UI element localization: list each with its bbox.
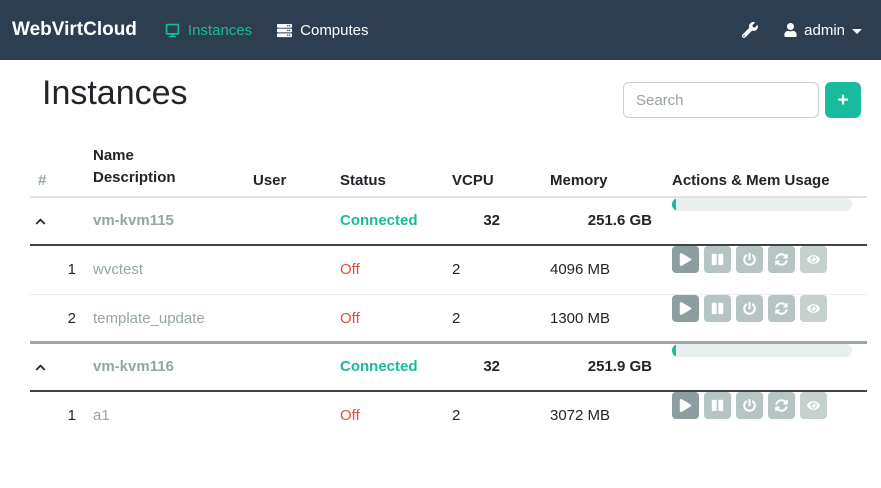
nav-item-label: Instances	[187, 21, 253, 39]
eye-button[interactable]	[800, 392, 827, 419]
refresh-button[interactable]	[768, 246, 795, 273]
instance-vcpu: 2	[452, 310, 461, 327]
wrench-icon[interactable]	[742, 22, 759, 38]
page-title: Instances	[42, 74, 188, 112]
header-status: Status	[340, 172, 386, 189]
instance-name[interactable]: wvctest	[93, 261, 144, 278]
host-name[interactable]: vm-kvm115	[93, 212, 174, 229]
refresh-icon	[775, 253, 788, 266]
instance-memory: 3072 MB	[550, 407, 611, 424]
play-button[interactable]	[672, 392, 699, 419]
pause-button[interactable]	[704, 392, 731, 419]
header-memory: Memory	[550, 172, 608, 189]
header-user: User	[253, 172, 287, 189]
add-instance-button[interactable]: +	[825, 82, 861, 118]
instance-status: Off	[340, 261, 360, 278]
app-brand[interactable]: WebVirtCloud	[12, 19, 137, 40]
play-button[interactable]	[672, 295, 699, 322]
eye-icon	[807, 399, 820, 412]
navbar: WebVirtCloud Instances Computes admin	[0, 0, 881, 60]
instance-name[interactable]: a1	[93, 407, 110, 424]
instance-status: Off	[340, 310, 360, 327]
eye-icon	[807, 253, 820, 266]
refresh-icon	[775, 399, 788, 412]
collapse-toggle chevron-up-icon[interactable]	[33, 344, 50, 390]
instance-row: 1 a1 Off 2 3072 MB	[30, 392, 867, 441]
pause-icon	[711, 253, 724, 266]
play-icon	[679, 302, 692, 315]
pause-button[interactable]	[704, 295, 731, 322]
eye-button[interactable]	[800, 246, 827, 273]
navbar-right: admin	[742, 22, 862, 39]
play-icon	[679, 253, 692, 266]
play-button[interactable]	[672, 246, 699, 273]
host-status: Connected	[340, 212, 418, 229]
power-icon	[743, 302, 756, 315]
instances-table: # Name Description User Status VCPU Memo…	[30, 140, 867, 441]
mem-usage-fill	[672, 344, 676, 357]
instance-vcpu: 2	[452, 407, 461, 424]
main-nav: Instances Computes	[164, 22, 369, 39]
instance-row: 2 template_update Off 2 1300 MB	[30, 295, 867, 344]
table-header-row: # Name Description User Status VCPU Memo…	[30, 140, 867, 198]
eye-icon	[807, 302, 820, 315]
instance-status: Off	[340, 407, 360, 424]
host-vcpu: 32	[483, 212, 500, 229]
header-vcpu: VCPU	[452, 172, 494, 189]
instance-number: 2	[67, 310, 76, 327]
refresh-button[interactable]	[768, 392, 795, 419]
mem-usage-bar	[672, 198, 852, 211]
pause-icon	[711, 399, 724, 412]
collapse-toggle chevron-up-icon[interactable]	[33, 198, 50, 244]
refresh-button[interactable]	[768, 295, 795, 322]
power-button[interactable]	[736, 295, 763, 322]
pause-button[interactable]	[704, 246, 731, 273]
refresh-icon	[775, 302, 788, 315]
desktop-icon	[164, 23, 181, 38]
user-menu[interactable]: admin	[784, 22, 862, 39]
power-icon	[743, 399, 756, 412]
header-actions-mem-usage: Actions & Mem Usage	[672, 172, 830, 189]
host-row: vm-kvm115 Connected 32 251.6 GB	[30, 198, 867, 246]
user-name: admin	[804, 21, 845, 39]
pause-icon	[711, 302, 724, 315]
instance-number: 1	[67, 407, 76, 424]
instance-memory: 1300 MB	[550, 310, 611, 327]
host-status: Connected	[340, 358, 418, 375]
host-row: vm-kvm116 Connected 32 251.9 GB	[30, 344, 867, 392]
user-icon	[784, 23, 797, 37]
power-button[interactable]	[736, 246, 763, 273]
instance-number: 1	[67, 261, 76, 278]
power-icon	[743, 253, 756, 266]
power-button[interactable]	[736, 392, 763, 419]
nav-item-computes[interactable]: Computes	[276, 21, 369, 39]
eye-button[interactable]	[800, 295, 827, 322]
instance-row: 1 wvctest Off 2 4096 MB	[30, 246, 867, 295]
instance-actions	[672, 295, 827, 322]
server-icon	[276, 23, 293, 38]
play-icon	[679, 399, 692, 412]
nav-item-label: Computes	[300, 21, 369, 39]
host-memory: 251.6 GB	[587, 212, 652, 229]
instance-vcpu: 2	[452, 261, 461, 278]
instance-memory: 4096 MB	[550, 261, 611, 278]
mem-usage-bar	[672, 344, 852, 357]
caret-down-icon	[852, 28, 862, 34]
search-input[interactable]	[623, 82, 819, 118]
instance-actions	[672, 246, 827, 273]
instance-name[interactable]: template_update	[93, 310, 205, 327]
host-vcpu: 32	[483, 358, 500, 375]
header-name-description: Name Description	[93, 147, 176, 186]
host-memory: 251.9 GB	[587, 358, 652, 375]
nav-item-instances[interactable]: Instances	[164, 22, 252, 39]
instance-actions	[672, 392, 827, 419]
host-name[interactable]: vm-kvm116	[93, 358, 174, 375]
mem-usage-fill	[672, 198, 676, 211]
header-number: #	[38, 172, 47, 189]
